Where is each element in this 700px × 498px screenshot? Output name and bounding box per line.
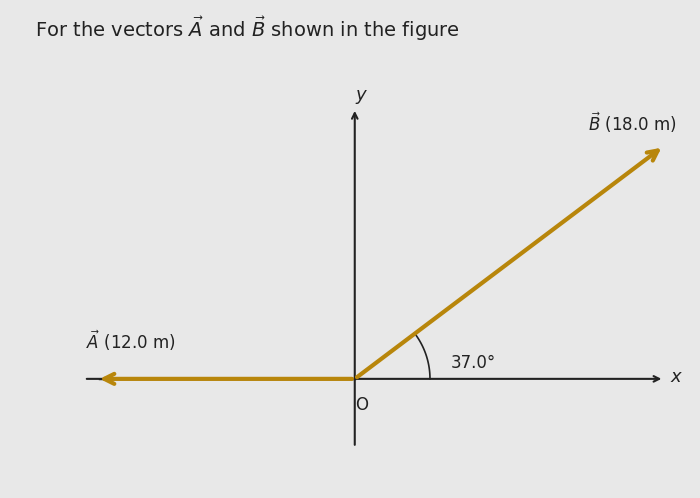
Text: O: O [355,396,368,414]
Text: 37.0°: 37.0° [450,354,496,373]
Text: $\vec{A}$ (12.0 m): $\vec{A}$ (12.0 m) [86,329,176,353]
Text: x: x [671,368,681,386]
Text: y: y [356,86,367,104]
Text: $\vec{B}$ (18.0 m): $\vec{B}$ (18.0 m) [589,111,677,135]
Text: For the vectors $\vec{A}$ and $\vec{B}$ shown in the figure: For the vectors $\vec{A}$ and $\vec{B}$ … [35,15,460,43]
